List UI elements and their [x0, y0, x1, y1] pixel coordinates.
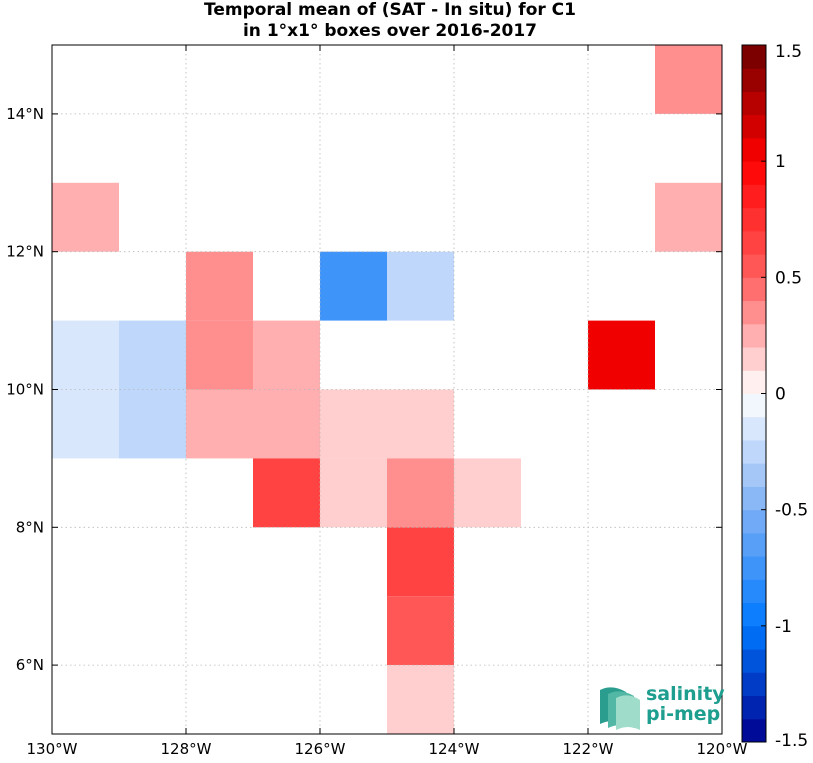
x-axis-tick-labels: 130°W 128°W 126°W 124°W 122°W 120°W	[27, 740, 748, 758]
x-tick-label: 126°W	[295, 740, 346, 758]
heatmap-cell	[186, 320, 253, 390]
heatmap-cell	[320, 251, 387, 321]
colorbar-tick-label: -1	[775, 617, 792, 637]
heatmap-cell	[387, 596, 454, 666]
heatmap-cell	[52, 320, 119, 390]
heatmap-cell	[387, 458, 454, 528]
y-tick-label: 14°N	[6, 105, 44, 123]
heatmap-cells	[52, 45, 722, 734]
heatmap-cell	[253, 320, 320, 390]
colorbar-tick-label: 0	[775, 385, 786, 405]
colorbar-segment	[742, 323, 766, 348]
colorbar-segment	[742, 68, 766, 92]
colorbar-segment	[742, 370, 766, 394]
colorbar-segment	[742, 416, 766, 441]
heatmap-cell	[320, 458, 387, 528]
heatmap-cell	[52, 389, 119, 459]
grid-lines	[52, 45, 722, 734]
colorbar-segment	[742, 718, 766, 743]
colorbar-tick-label: 1	[775, 152, 786, 172]
colorbar-tick-label: 0.5	[775, 268, 802, 288]
heatmap-cell	[655, 182, 722, 252]
logo-line-2: pi-mep	[646, 703, 721, 725]
colorbar-segment	[742, 695, 766, 720]
x-tick-label: 124°W	[429, 740, 480, 758]
colorbar-segment	[742, 509, 766, 534]
x-tick-label: 130°W	[27, 740, 78, 758]
colorbar-segment	[742, 439, 766, 464]
colorbar	[741, 44, 767, 743]
colorbar-tick-labels: 1.5 1 0.5 0 -0.5 -1 -1.5	[775, 42, 808, 751]
salinity-pi-mep-logo: salinity pi-mep	[596, 684, 736, 732]
y-axis-tick-labels: 6°N 8°N 10°N 12°N 14°N	[6, 105, 44, 674]
colorbar-segment	[742, 137, 766, 162]
colorbar-segment	[742, 463, 766, 487]
x-tick-label: 128°W	[161, 740, 212, 758]
colorbar-segment	[742, 347, 766, 371]
x-tick-label: 122°W	[563, 740, 614, 758]
colorbar-segment	[742, 184, 766, 209]
x-tick-label: 120°W	[697, 740, 748, 758]
colorbar-segment	[742, 230, 766, 255]
colorbar-segment	[742, 672, 766, 697]
colorbar-segment	[742, 91, 766, 116]
heatmap-cell	[253, 458, 320, 528]
logo-line-1: salinity	[646, 683, 725, 705]
wave-logo-icon	[600, 687, 640, 730]
heatmap-cell	[186, 251, 253, 321]
heatmap-cell	[119, 320, 186, 390]
y-tick-label: 8°N	[16, 518, 44, 536]
heatmap-cell	[387, 251, 454, 321]
y-tick-label: 6°N	[16, 656, 44, 674]
colorbar-segment	[742, 649, 766, 673]
y-tick-label: 10°N	[6, 381, 44, 399]
heatmap-cell	[186, 389, 253, 459]
colorbar-segment	[742, 486, 766, 511]
colorbar-segment	[742, 625, 766, 650]
chart-subtitle: in 1°x1° boxes over 2016-2017	[242, 21, 538, 41]
heatmap-cell	[454, 458, 521, 528]
colorbar-tick-label: 1.5	[775, 42, 802, 62]
y-tick-label: 12°N	[6, 243, 44, 261]
colorbar-segment	[742, 277, 766, 302]
colorbar-tick-label: -0.5	[775, 501, 808, 521]
heatmap-cell	[119, 389, 186, 459]
colorbar-segment	[742, 45, 766, 69]
colorbar-segment	[742, 393, 766, 418]
colorbar-segment	[742, 300, 766, 325]
heatmap-cell	[253, 389, 320, 459]
heatmap-cell	[387, 389, 454, 459]
colorbar-segment	[742, 254, 766, 278]
heatmap-cell	[387, 527, 454, 597]
heatmap-cell	[655, 45, 722, 114]
axis-ticks	[51, 45, 723, 734]
colorbar-segment	[742, 556, 766, 580]
heatmap-cell	[588, 320, 655, 390]
colorbar-segment	[742, 161, 766, 185]
colorbar-segment	[742, 207, 766, 232]
heatmap-cell	[52, 182, 119, 252]
colorbar-segment	[742, 114, 766, 139]
colorbar-segment	[742, 602, 766, 627]
colorbar-segment	[742, 532, 766, 557]
heatmap-cell	[387, 665, 454, 734]
chart-title: Temporal mean of (SAT - In situ) for C1	[204, 0, 576, 20]
colorbar-tick-label: -1.5	[775, 731, 808, 751]
colorbar-segment	[742, 579, 766, 604]
heatmap-cell	[320, 389, 387, 459]
